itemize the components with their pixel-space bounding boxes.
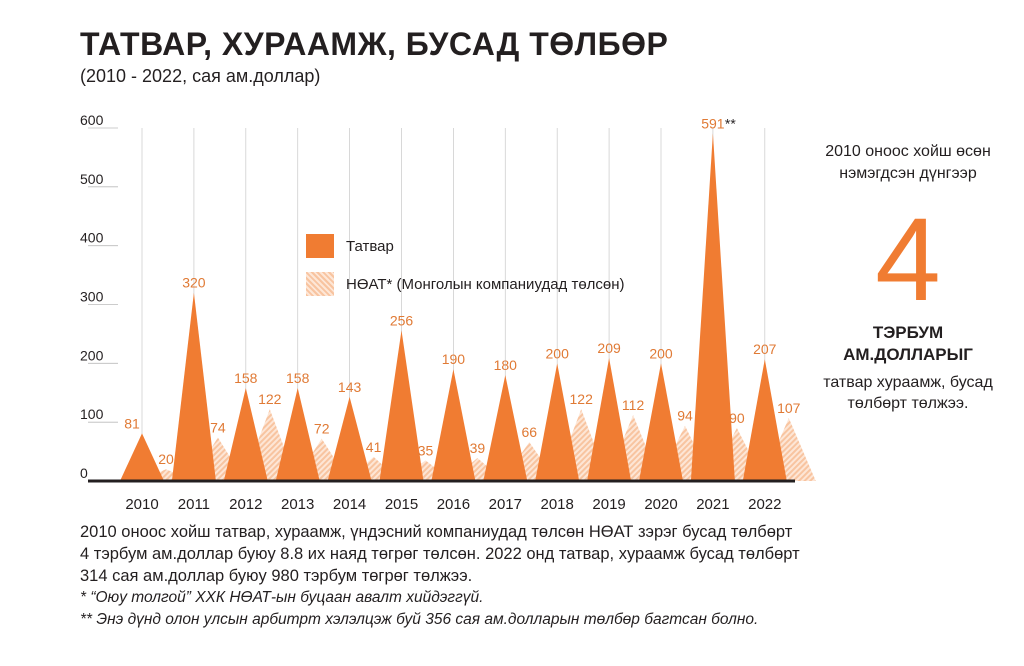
y-tick-label: 300 bbox=[80, 289, 104, 305]
footer-note1: * “Оюу толгой” ХХК НӨАТ-ын буцаан авалт … bbox=[80, 589, 484, 606]
tax-mark bbox=[639, 363, 683, 481]
vat-data-label: 72 bbox=[314, 421, 330, 437]
tax-mark bbox=[120, 433, 164, 481]
tax-mark bbox=[223, 388, 268, 481]
tax-data-label: 256 bbox=[390, 312, 414, 328]
tax-data-label: 200 bbox=[546, 345, 570, 361]
y-tick-label: 400 bbox=[80, 230, 104, 246]
y-tick-label: 500 bbox=[80, 171, 104, 187]
tax-data-label: 190 bbox=[442, 351, 466, 367]
x-tick-label: 2013 bbox=[281, 496, 314, 513]
tax-mark bbox=[275, 388, 320, 481]
vat-data-label: 107 bbox=[777, 400, 801, 416]
vat-data-label: 122 bbox=[258, 391, 282, 407]
tax-mark bbox=[587, 358, 632, 481]
vat-data-label: 66 bbox=[522, 424, 538, 440]
side-description: татвар хураамж, бусад төлбөрт төлжээ. bbox=[823, 374, 993, 412]
footer-text: 2010 оноос хойш татвар, хураамж, үндэсни… bbox=[80, 521, 880, 631]
tax-data-label: 81 bbox=[124, 415, 140, 431]
legend-label-vat: НӨАТ* (Монголын компаниудад төлсөн) bbox=[346, 275, 625, 293]
tax-data-label: 207 bbox=[753, 341, 777, 357]
x-tick-label: 2021 bbox=[696, 496, 729, 513]
annotation-marker: ** bbox=[725, 115, 736, 131]
x-tick-label: 2016 bbox=[437, 496, 470, 513]
tax-mark bbox=[379, 330, 424, 481]
tax-data-label: 209 bbox=[597, 340, 621, 356]
legend-swatch-tax bbox=[306, 234, 334, 258]
tax-data-label: 180 bbox=[494, 357, 518, 373]
footer-line1: 2010 оноос хойш татвар, хураамж, үндэсни… bbox=[80, 523, 793, 541]
tax-mark bbox=[171, 292, 216, 481]
y-tick-label: 200 bbox=[80, 347, 104, 363]
x-tick-label: 2020 bbox=[644, 496, 677, 513]
tax-mark bbox=[742, 359, 787, 481]
footer-note2: ** Энэ дүнд олон улсын арбитрт хэлэлцэж … bbox=[80, 611, 759, 628]
tax-data-label: 320 bbox=[182, 275, 206, 291]
side-bold-line2: АМ.ДОЛЛАРЫГ bbox=[843, 345, 973, 364]
vat-data-label: 94 bbox=[677, 408, 693, 424]
legend-item-tax: Татвар bbox=[306, 234, 625, 258]
x-tick-label: 2018 bbox=[541, 496, 574, 513]
x-tick-label: 2014 bbox=[333, 496, 366, 513]
x-tick-label: 2011 bbox=[178, 496, 210, 513]
vat-data-label: 35 bbox=[418, 442, 434, 458]
legend: Татвар НӨАТ* (Монголын компаниудад төлсө… bbox=[306, 234, 625, 310]
vat-data-label: 39 bbox=[470, 440, 486, 456]
side-bold-line1: ТЭРБУМ bbox=[872, 323, 944, 342]
tax-data-label: 143 bbox=[338, 379, 362, 395]
vat-data-label: 20 bbox=[158, 451, 174, 467]
tax-mark bbox=[327, 396, 372, 481]
vat-data-label: 90 bbox=[729, 410, 745, 426]
tax-mark bbox=[535, 363, 580, 481]
tax-mark bbox=[690, 133, 735, 482]
x-tick-label: 2022 bbox=[748, 496, 781, 513]
tax-data-label: 200 bbox=[649, 345, 673, 361]
side-bold-text: ТЭРБУМ АМ.ДОЛЛАРЫГ bbox=[808, 322, 1008, 366]
x-tick-label: 2010 bbox=[125, 496, 158, 513]
tax-data-label: 158 bbox=[286, 370, 310, 386]
vat-data-label: 74 bbox=[210, 419, 226, 435]
vat-data-label: 41 bbox=[366, 439, 382, 455]
x-tick-label: 2017 bbox=[489, 496, 522, 513]
tax-data-label: 591 bbox=[701, 115, 725, 131]
vat-data-label: 112 bbox=[622, 397, 645, 413]
y-tick-label: 0 bbox=[80, 465, 88, 481]
legend-item-vat: НӨАТ* (Монголын компаниудад төлсөн) bbox=[306, 272, 625, 296]
chart-subtitle: (2010 - 2022, сая ам.доллар) bbox=[80, 66, 321, 86]
y-tick-label: 100 bbox=[80, 406, 104, 422]
y-tick-label: 600 bbox=[80, 112, 104, 128]
footer-line2: 4 тэрбум ам.доллар буюу 8.8 их наяд төгр… bbox=[80, 545, 800, 563]
tax-mark bbox=[431, 369, 476, 481]
chart-title: ТАТВАР, ХУРААМЖ, БУСАД ТӨЛБӨР bbox=[80, 26, 669, 62]
x-tick-label: 2019 bbox=[592, 496, 625, 513]
chart: 0 100 200 300 400 500 600 2010 2011 2012 2013 2014 2… bbox=[80, 112, 816, 513]
vat-data-label: 122 bbox=[570, 391, 594, 407]
tax-mark bbox=[483, 375, 528, 481]
legend-label-tax: Татвар bbox=[346, 237, 394, 255]
legend-swatch-vat bbox=[306, 272, 334, 296]
side-note: 2010 оноос хойш өсөн нэмэгдсэн дүнгээр bbox=[825, 143, 991, 182]
tax-data-label: 158 bbox=[234, 370, 258, 386]
x-tick-label: 2015 bbox=[385, 496, 418, 513]
big-number: 4 bbox=[875, 194, 941, 326]
footer-line3: 314 сая ам.доллар буюу 980 тэрбум төгрөг… bbox=[80, 567, 473, 585]
x-tick-label: 2012 bbox=[229, 496, 262, 513]
